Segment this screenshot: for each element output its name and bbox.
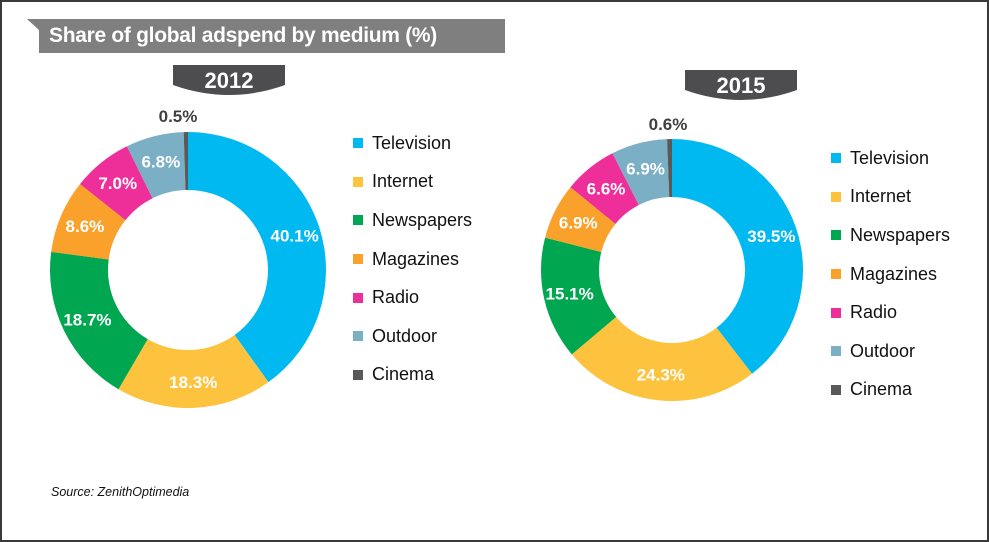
data-label-newspapers: 15.1% xyxy=(546,284,594,303)
legend-swatch-icon xyxy=(831,307,841,318)
chart-title: Share of global adspend by medium (%) xyxy=(49,24,437,47)
year-tab-fill xyxy=(685,70,797,100)
slice-radio xyxy=(570,153,639,224)
legend-item-radio: Radio xyxy=(831,293,950,332)
legend-swatch-icon xyxy=(353,138,363,149)
legend-item-television: Television xyxy=(353,124,472,163)
slice-magazines xyxy=(51,184,126,260)
donut-chart-2015: 39.5%24.3%15.1%6.9%6.6%6.9%0.6% xyxy=(541,115,803,402)
legend-item-outdoor: Outdoor xyxy=(353,317,472,356)
legend-swatch-icon xyxy=(353,292,363,303)
data-label-radio: 7.0% xyxy=(98,174,137,193)
legend-item-television: Television xyxy=(831,139,950,178)
title-banner: Share of global adspend by medium (%) xyxy=(27,19,505,53)
year-label: 2015 xyxy=(716,73,766,98)
slice-newspapers xyxy=(50,251,148,390)
source-note: Source: ZenithOptimedia xyxy=(51,485,190,499)
legend-2012: Television Internet Newspapers Magazines Rad… xyxy=(353,124,472,394)
data-label-television: 39.5% xyxy=(747,227,795,246)
title-banner-fill xyxy=(27,19,505,53)
data-label-cinema: 0.5% xyxy=(159,107,198,126)
legend-swatch-icon xyxy=(831,230,841,241)
slice-internet xyxy=(571,317,753,402)
legend-swatch-icon xyxy=(353,176,363,187)
legend-label: Outdoor xyxy=(372,325,438,346)
year-tab-2012: 2012 xyxy=(173,65,285,99)
slice-outdoor xyxy=(126,132,186,199)
slice-magazines xyxy=(545,187,616,252)
legend-label: Outdoor xyxy=(850,340,916,361)
title-banner-shape xyxy=(27,19,505,53)
legend-2015: Television Internet Newspapers Magazines Rad… xyxy=(831,139,950,409)
legend-item-magazines: Magazines xyxy=(353,240,472,279)
legend-label: Cinema xyxy=(850,379,913,400)
data-label-newspapers: 18.7% xyxy=(63,310,111,329)
legend-swatch-icon xyxy=(831,269,841,280)
legend-swatch-icon xyxy=(831,191,841,202)
legend-item-magazines: Magazines xyxy=(831,255,950,294)
legend-label: Internet xyxy=(372,171,434,192)
slice-internet xyxy=(118,335,269,409)
year-tab-shape xyxy=(685,70,797,100)
data-label-internet: 18.3% xyxy=(169,373,217,392)
slice-newspapers xyxy=(541,237,617,355)
year-label: 2012 xyxy=(204,68,254,93)
data-label-television: 40.1% xyxy=(271,227,319,246)
legend-label: Magazines xyxy=(850,263,938,284)
slice-cinema xyxy=(667,139,672,198)
year-tab-fill xyxy=(173,65,285,95)
legend-label: Cinema xyxy=(372,364,435,385)
data-label-outdoor: 6.9% xyxy=(626,159,665,178)
legend-swatch-icon xyxy=(353,254,363,265)
legend-item-cinema: Cinema xyxy=(831,371,950,410)
legend-swatch-icon xyxy=(831,346,841,357)
legend-label: Newspapers xyxy=(850,224,951,245)
donut-chart-2012: 40.1% 18.3% 18.7% 8.6% 7.0%6.8% 0.5% xyxy=(50,107,327,409)
data-label-magazines: 6.9% xyxy=(559,214,598,233)
data-label-outdoor: 6.8% xyxy=(141,152,180,171)
year-tab-2015: 2015 xyxy=(685,70,797,104)
legend-item-cinema: Cinema xyxy=(353,356,472,395)
slice-television xyxy=(188,132,327,383)
legend-swatch-icon xyxy=(831,153,841,164)
legend-label: Radio xyxy=(850,302,898,323)
slice-outdoor xyxy=(612,139,670,205)
legend-item-internet: Internet xyxy=(831,178,950,217)
data-label-radio: 6.6% xyxy=(587,179,626,198)
data-label-magazines: 8.6% xyxy=(66,217,105,236)
legend-item-newspapers: Newspapers xyxy=(831,216,950,255)
year-tab-shape xyxy=(173,65,285,95)
legend-swatch-icon xyxy=(353,215,363,226)
slice-radio xyxy=(80,146,153,221)
legend-swatch-icon xyxy=(831,384,841,395)
legend-label: Television xyxy=(850,147,930,168)
legend-label: Newspapers xyxy=(372,209,473,230)
legend-item-newspapers: Newspapers xyxy=(353,201,472,240)
legend-item-outdoor: Outdoor xyxy=(831,332,950,371)
legend-label: Internet xyxy=(850,186,912,207)
legend-label: Magazines xyxy=(372,248,460,269)
slice-television xyxy=(672,139,803,374)
slice-cinema xyxy=(183,132,188,191)
legend-item-internet: Internet xyxy=(353,163,472,202)
legend-label: Radio xyxy=(372,287,420,308)
legend-item-radio: Radio xyxy=(353,278,472,317)
legend-swatch-icon xyxy=(353,331,363,342)
data-label-cinema: 0.6% xyxy=(649,115,688,134)
legend-swatch-icon xyxy=(353,369,363,380)
legend-label: Television xyxy=(372,132,452,153)
data-label-internet: 24.3% xyxy=(637,365,685,384)
